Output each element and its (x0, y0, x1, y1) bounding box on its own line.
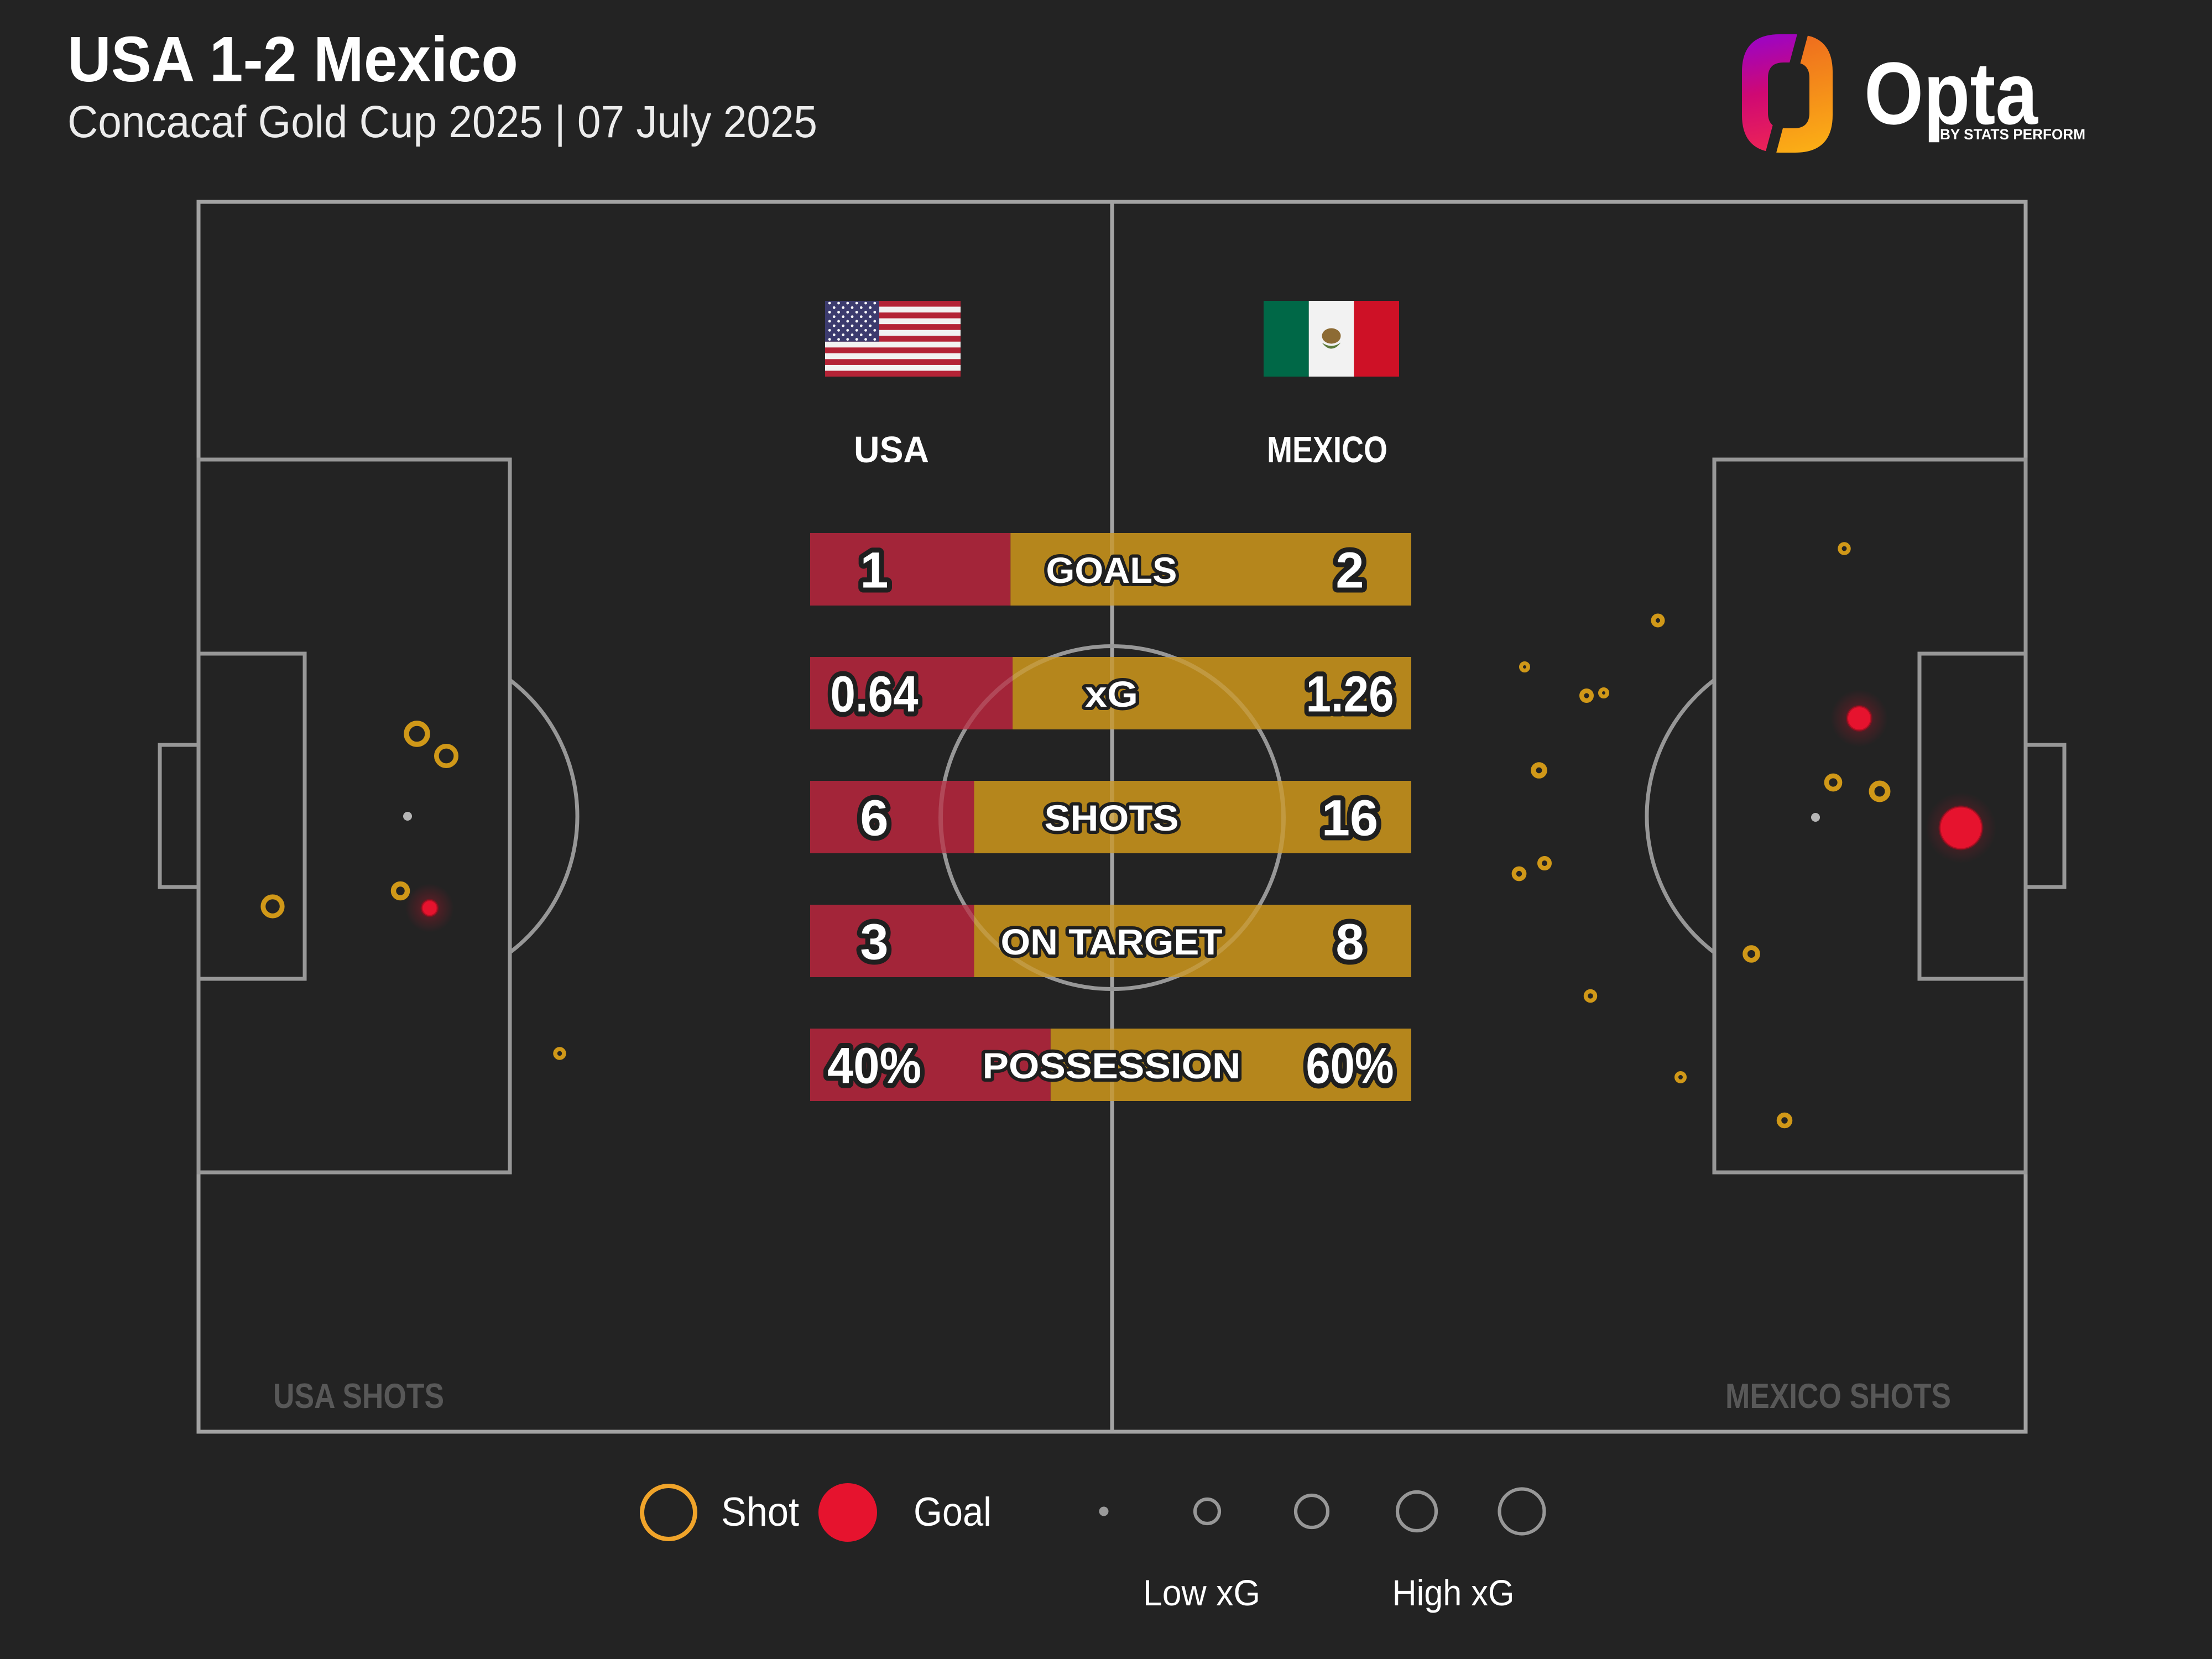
svg-text:High xG: High xG (1392, 1572, 1515, 1613)
svg-text:3: 3 (860, 914, 888, 971)
svg-text:16: 16 (1322, 790, 1378, 847)
svg-text:xG: xG (1085, 674, 1138, 714)
svg-text:BY STATS PERFORM: BY STATS PERFORM (1940, 126, 2085, 143)
svg-text:1.26: 1.26 (1306, 666, 1394, 723)
svg-text:Opta: Opta (1864, 44, 2038, 143)
svg-text:0.64: 0.64 (831, 666, 919, 723)
svg-text:MEXICO: MEXICO (1267, 429, 1387, 471)
svg-text:Goal: Goal (914, 1490, 992, 1535)
svg-text:SHOTS: SHOTS (1045, 797, 1179, 838)
svg-text:Shot: Shot (721, 1490, 799, 1535)
svg-text:USA: USA (854, 429, 929, 471)
svg-text:2: 2 (1335, 542, 1364, 599)
svg-text:60%: 60% (1306, 1038, 1394, 1094)
svg-text:GOALS: GOALS (1046, 550, 1177, 591)
svg-text:6: 6 (860, 790, 888, 847)
svg-text:USA 1-2 Mexico: USA 1-2 Mexico (67, 23, 518, 95)
svg-text:POSSESSION: POSSESSION (983, 1045, 1241, 1086)
svg-text:1: 1 (860, 542, 888, 599)
svg-text:40%: 40% (827, 1038, 921, 1094)
svg-text:MEXICO SHOTS: MEXICO SHOTS (1725, 1377, 1951, 1416)
svg-text:Concacaf Gold Cup 2025 | 07 Ju: Concacaf Gold Cup 2025 | 07 July 2025 (67, 97, 817, 147)
svg-text:8: 8 (1335, 914, 1364, 971)
svg-text:Low xG: Low xG (1143, 1572, 1260, 1613)
svg-text:USA SHOTS: USA SHOTS (273, 1377, 444, 1416)
svg-text:ON TARGET: ON TARGET (1001, 921, 1223, 962)
